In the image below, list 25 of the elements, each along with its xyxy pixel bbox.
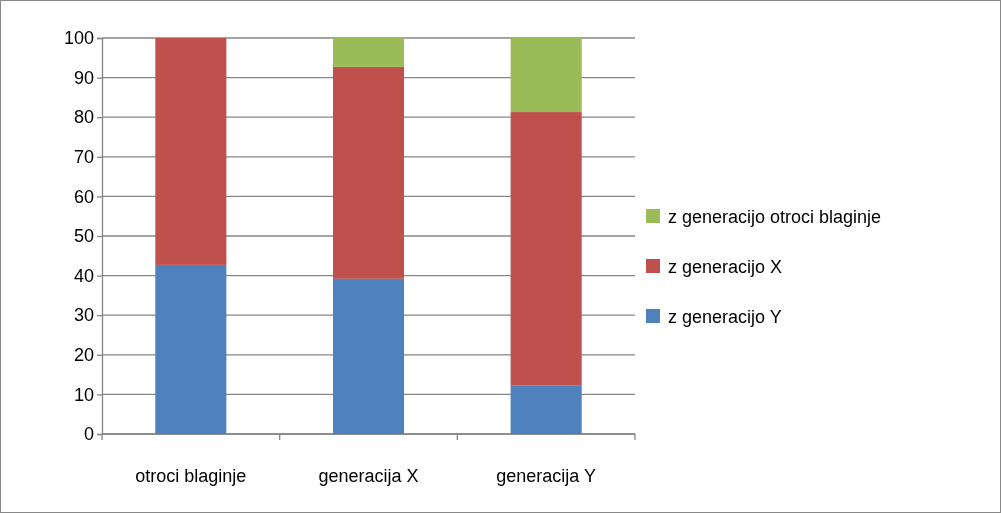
bar	[155, 264, 227, 434]
y-tick-label: 20	[73, 345, 94, 366]
bar	[155, 38, 227, 265]
y-tick-label: 40	[73, 265, 94, 286]
bar	[332, 278, 405, 434]
x-tick-label: generacija X	[318, 466, 419, 486]
bar	[510, 385, 582, 434]
y-tick-label: 100	[63, 28, 94, 49]
y-tick-label: 10	[73, 384, 94, 405]
y-tick-label: 70	[73, 147, 94, 168]
legend-label: z generacijo otroci blaginje	[668, 207, 882, 227]
legend-label: z generacijo Y	[668, 307, 782, 327]
y-tick-label: 60	[73, 186, 94, 207]
x-tick-label: generacija Y	[496, 466, 597, 486]
y-tick-label: 90	[73, 67, 94, 88]
x-tick-label: otroci blaginje	[135, 466, 247, 486]
y-tick-label: 50	[73, 226, 94, 247]
bar	[332, 38, 405, 67]
bar	[510, 112, 582, 386]
bar	[332, 66, 405, 279]
legend-label: z generacijo X	[668, 257, 783, 277]
y-tick-label: 30	[73, 305, 94, 326]
bar	[510, 38, 582, 113]
y-tick-label: 80	[73, 107, 94, 128]
y-tick-label: 0	[83, 424, 94, 445]
